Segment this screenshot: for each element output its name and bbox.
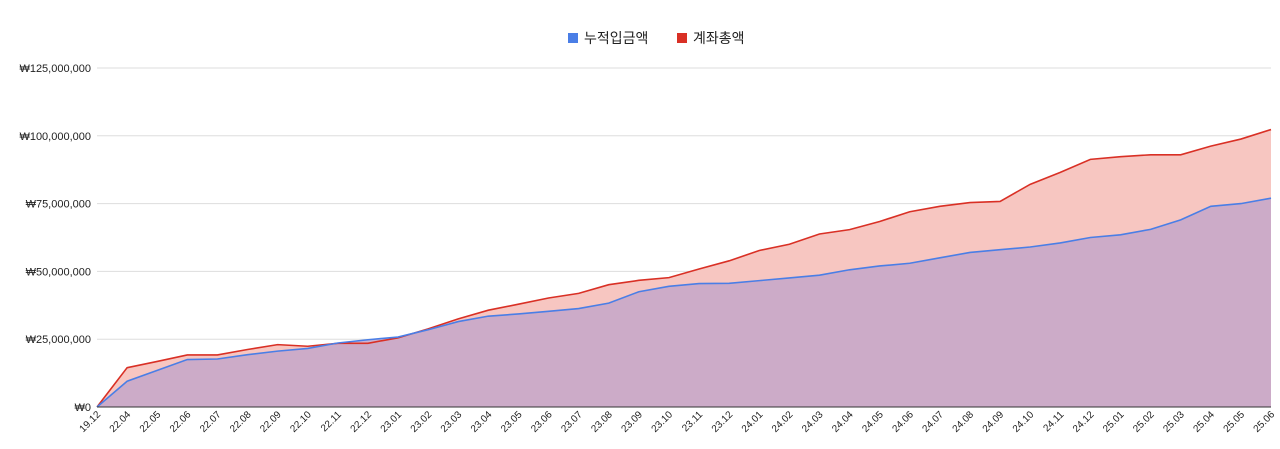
x-tick-label: 25.04: [1191, 409, 1217, 435]
x-tick-label: 22.07: [198, 409, 224, 435]
x-tick-label: 25.01: [1101, 409, 1127, 435]
x-tick-label: 24.04: [830, 409, 856, 435]
x-tick-label: 24.11: [1041, 409, 1066, 434]
x-tick-label: 24.07: [921, 409, 947, 435]
x-tick-label: 25.06: [1252, 409, 1278, 435]
x-tick-label: 22.09: [258, 409, 284, 435]
x-tick-label: 23.11: [680, 409, 705, 434]
legend-label: 누적입금액: [584, 31, 648, 47]
x-tick-label: 24.05: [860, 409, 886, 435]
line-balance: [96, 128, 1272, 408]
x-tick-label: 23.07: [559, 409, 585, 435]
x-tick-label: 23.12: [710, 409, 736, 435]
x-tick-label: 25.02: [1131, 409, 1157, 435]
x-tick-label: 23.09: [619, 409, 645, 435]
x-tick-label: 24.09: [981, 409, 1007, 435]
legend-label: 계좌총액: [693, 31, 745, 47]
x-tick-label: 25.03: [1161, 409, 1187, 435]
y-tick-label: ₩50,000,000: [26, 266, 91, 278]
x-tick-label: 24.12: [1071, 409, 1097, 435]
x-tick-label: 22.10: [288, 409, 314, 435]
x-tick-label: 24.02: [770, 409, 796, 435]
area-deposits: [97, 198, 1271, 407]
x-tick-label: 23.08: [589, 409, 615, 435]
legend: 누적입금액 계좌총액: [568, 31, 745, 47]
x-tick-label: 22.05: [138, 409, 164, 435]
legend-swatch: [568, 33, 578, 43]
x-tick-label: 24.06: [890, 409, 916, 435]
x-tick-label: 23.01: [379, 409, 405, 435]
line-deposits: [96, 197, 1272, 408]
x-tick-label: 24.01: [740, 409, 766, 435]
y-tick-label: ₩25,000,000: [26, 334, 91, 346]
series-lines: [96, 128, 1272, 408]
x-tick-label: 24.08: [951, 409, 977, 435]
y-tick-label: ₩75,000,000: [26, 199, 91, 211]
x-tick-label: 22.08: [228, 409, 254, 435]
x-tick-label: 23.06: [529, 409, 555, 435]
x-tick-label: 22.06: [168, 409, 194, 435]
x-tick-label: 24.03: [800, 409, 826, 435]
y-tick-label: ₩100,000,000: [19, 131, 91, 143]
x-tick-label: 23.05: [499, 409, 525, 435]
y-tick-label: ₩125,000,000: [19, 63, 91, 75]
x-tick-label: 23.02: [409, 409, 435, 435]
x-tick-label: 23.03: [439, 409, 465, 435]
series-areas: [97, 129, 1271, 407]
x-tick-label: 22.04: [108, 409, 134, 435]
x-tick-label: 23.04: [469, 409, 495, 435]
x-tick-label: 22.11: [319, 409, 344, 434]
legend-swatch: [677, 33, 687, 43]
x-tick-label: 25.05: [1222, 409, 1248, 435]
y-tick-label: ₩0: [75, 402, 92, 414]
x-tick-label: 23.10: [650, 409, 676, 435]
x-tick-label: 22.12: [349, 409, 375, 435]
x-tick-label: 24.10: [1011, 409, 1037, 435]
